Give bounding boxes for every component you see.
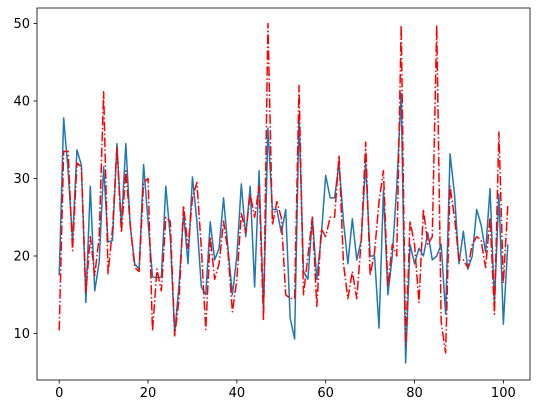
x-tick-label: 60	[317, 386, 334, 401]
x-tick-label: 20	[140, 386, 157, 401]
series-group	[58, 22, 509, 364]
y-tick-label: 50	[13, 17, 30, 32]
axes: 0 20 40 60 80 100 10 20 30 40 50	[13, 7, 531, 401]
series-2-line	[58, 22, 509, 354]
y-tick-label: 20	[13, 250, 30, 265]
x-tick-label: 0	[55, 386, 63, 401]
x-tick-label: 80	[406, 386, 423, 401]
y-tick-label: 30	[13, 172, 30, 187]
y-tick-label: 40	[13, 95, 30, 110]
x-tick-label: 100	[491, 386, 516, 401]
x-tick-label: 40	[229, 386, 246, 401]
y-tick-label: 10	[13, 327, 30, 342]
axes-frame	[36, 7, 531, 381]
plot-area	[58, 22, 509, 364]
